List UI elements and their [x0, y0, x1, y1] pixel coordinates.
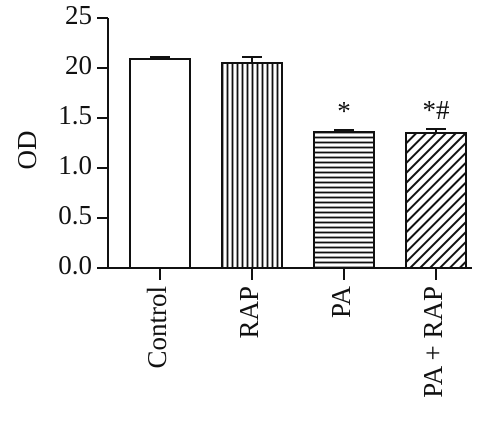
annotation: *#	[423, 95, 451, 125]
x-tick-label: PA + RAP	[418, 286, 448, 398]
y-tick-label: 0.5	[58, 200, 92, 230]
y-tick-label: 25	[65, 0, 92, 30]
y-tick-label: 0.0	[58, 250, 92, 280]
bar	[129, 58, 191, 269]
x-tick-label: RAP	[234, 286, 264, 339]
y-tick-label: 1.0	[58, 150, 92, 180]
bar	[405, 132, 467, 269]
x-tick-label: PA	[326, 286, 356, 319]
y-tick-label: 1.5	[58, 100, 92, 130]
y-tick-label: 20	[65, 50, 92, 80]
y-axis-label: OD	[12, 131, 42, 170]
bar	[313, 131, 375, 269]
x-tick-label: Control	[142, 286, 172, 369]
bar	[221, 62, 283, 269]
annotation: *	[337, 96, 351, 126]
